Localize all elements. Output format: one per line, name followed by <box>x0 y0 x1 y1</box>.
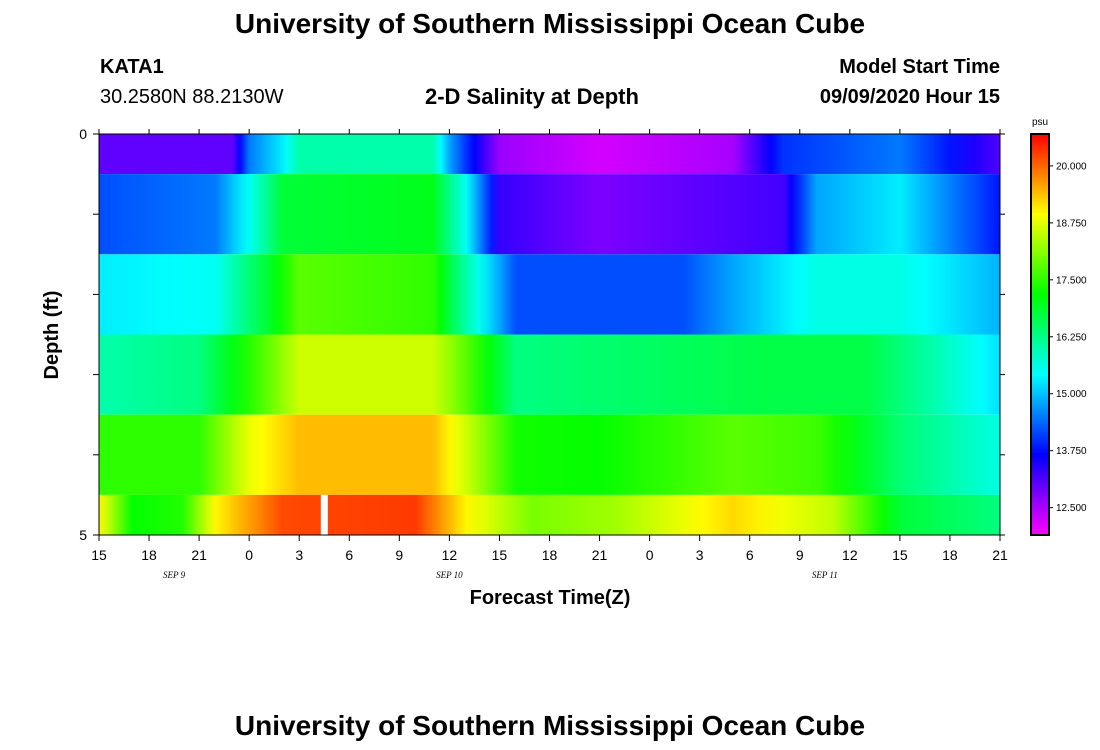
x-tick-label: 21 <box>592 547 608 563</box>
x-tick-label: 18 <box>141 547 157 563</box>
footer-title: University of Southern Mississippi Ocean… <box>234 710 866 741</box>
depth-row-5 <box>99 494 1000 535</box>
model-start-value: 09/09/2020 Hour 15 <box>819 86 1000 108</box>
x-axis: 15 18 21 0 3 6 9 12 15 18 21 0 3 6 9 12 15 18 21 SEP 9 SEP 1… <box>91 129 1008 580</box>
chart-title: 2-D Salinity at Depth <box>425 84 639 109</box>
y-tick-label: 5 <box>79 527 87 543</box>
x-tick-label: 12 <box>442 547 458 563</box>
x-date-label: SEP 11 <box>812 570 838 580</box>
depth-row-3 <box>99 334 1000 415</box>
page-title: University of Southern Mississippi Ocean… <box>234 8 866 39</box>
depth-row-2 <box>99 254 1000 335</box>
missing-data-gap <box>320 494 328 535</box>
colorbar-tick-label: 20.000 <box>1056 161 1087 172</box>
x-tick-label: 18 <box>942 547 958 563</box>
x-tick-label: 21 <box>992 547 1008 563</box>
colorbar-tick-label: 17.500 <box>1056 275 1087 286</box>
x-tick-label: 15 <box>91 547 107 563</box>
colorbar-tick-label: 18.750 <box>1056 218 1087 229</box>
station-id: KATA1 <box>100 56 164 78</box>
x-date-label: SEP 10 <box>436 570 463 580</box>
missing-data-gaps <box>320 494 328 535</box>
colorbar-tick-label: 13.750 <box>1056 446 1087 457</box>
colorbar-tick-label: 15.000 <box>1056 389 1087 400</box>
colorbar-tick-label: 12.500 <box>1056 503 1087 514</box>
y-axis: 05 <box>79 126 1005 543</box>
depth-row-1 <box>99 174 1000 255</box>
x-tick-label: 0 <box>245 547 253 563</box>
depth-row-4 <box>99 414 1000 495</box>
depth-row-0 <box>99 134 1000 175</box>
y-tick-label: 0 <box>79 126 87 142</box>
x-tick-label: 3 <box>696 547 704 563</box>
station-location: 30.2580N 88.2130W <box>100 86 284 108</box>
x-axis-title: Forecast Time(Z) <box>470 587 631 609</box>
x-tick-label: 15 <box>492 547 508 563</box>
x-tick-label: 12 <box>842 547 858 563</box>
colorbar-unit: psu <box>1032 117 1048 128</box>
colorbar-fill <box>1030 133 1050 536</box>
x-tick-label: 15 <box>892 547 908 563</box>
model-start-label: Model Start Time <box>839 56 1000 78</box>
x-tick-label: 3 <box>295 547 303 563</box>
heatmap-rows <box>99 134 1000 535</box>
colorbar: psu 12.500 13.750 15.000 16.250 17.500 18.750 2… <box>1030 117 1087 536</box>
x-date-label: SEP 9 <box>163 570 186 580</box>
y-axis-title: Depth (ft) <box>41 291 63 380</box>
x-tick-label: 9 <box>796 547 804 563</box>
x-tick-label: 21 <box>191 547 207 563</box>
x-tick-label: 6 <box>746 547 754 563</box>
x-tick-label: 6 <box>345 547 353 563</box>
x-tick-label: 18 <box>542 547 558 563</box>
x-tick-label: 0 <box>646 547 654 563</box>
colorbar-tick-label: 16.250 <box>1056 332 1087 343</box>
x-tick-label: 9 <box>395 547 403 563</box>
